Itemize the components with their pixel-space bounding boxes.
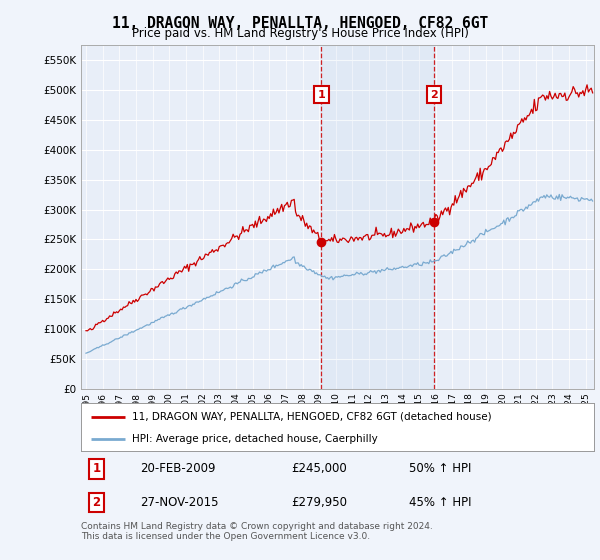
Text: 50% ↑ HPI: 50% ↑ HPI — [409, 462, 472, 475]
Text: 11, DRAGON WAY, PENALLTA, HENGOED, CF82 6GT (detached house): 11, DRAGON WAY, PENALLTA, HENGOED, CF82 … — [133, 412, 492, 422]
Text: Contains HM Land Registry data © Crown copyright and database right 2024.
This d: Contains HM Land Registry data © Crown c… — [81, 522, 433, 542]
Text: Price paid vs. HM Land Registry's House Price Index (HPI): Price paid vs. HM Land Registry's House … — [131, 27, 469, 40]
Text: 20-FEB-2009: 20-FEB-2009 — [140, 462, 215, 475]
Text: £245,000: £245,000 — [292, 462, 347, 475]
Text: 27-NOV-2015: 27-NOV-2015 — [140, 496, 218, 509]
Text: HPI: Average price, detached house, Caerphilly: HPI: Average price, detached house, Caer… — [133, 434, 378, 444]
Text: 11, DRAGON WAY, PENALLTA, HENGOED, CF82 6GT: 11, DRAGON WAY, PENALLTA, HENGOED, CF82 … — [112, 16, 488, 31]
Text: 2: 2 — [92, 496, 100, 509]
Bar — [322, 45, 434, 389]
Text: 2: 2 — [430, 90, 438, 100]
Text: 1: 1 — [317, 90, 325, 100]
Text: 1: 1 — [92, 462, 100, 475]
Text: 45% ↑ HPI: 45% ↑ HPI — [409, 496, 472, 509]
Text: £279,950: £279,950 — [292, 496, 347, 509]
